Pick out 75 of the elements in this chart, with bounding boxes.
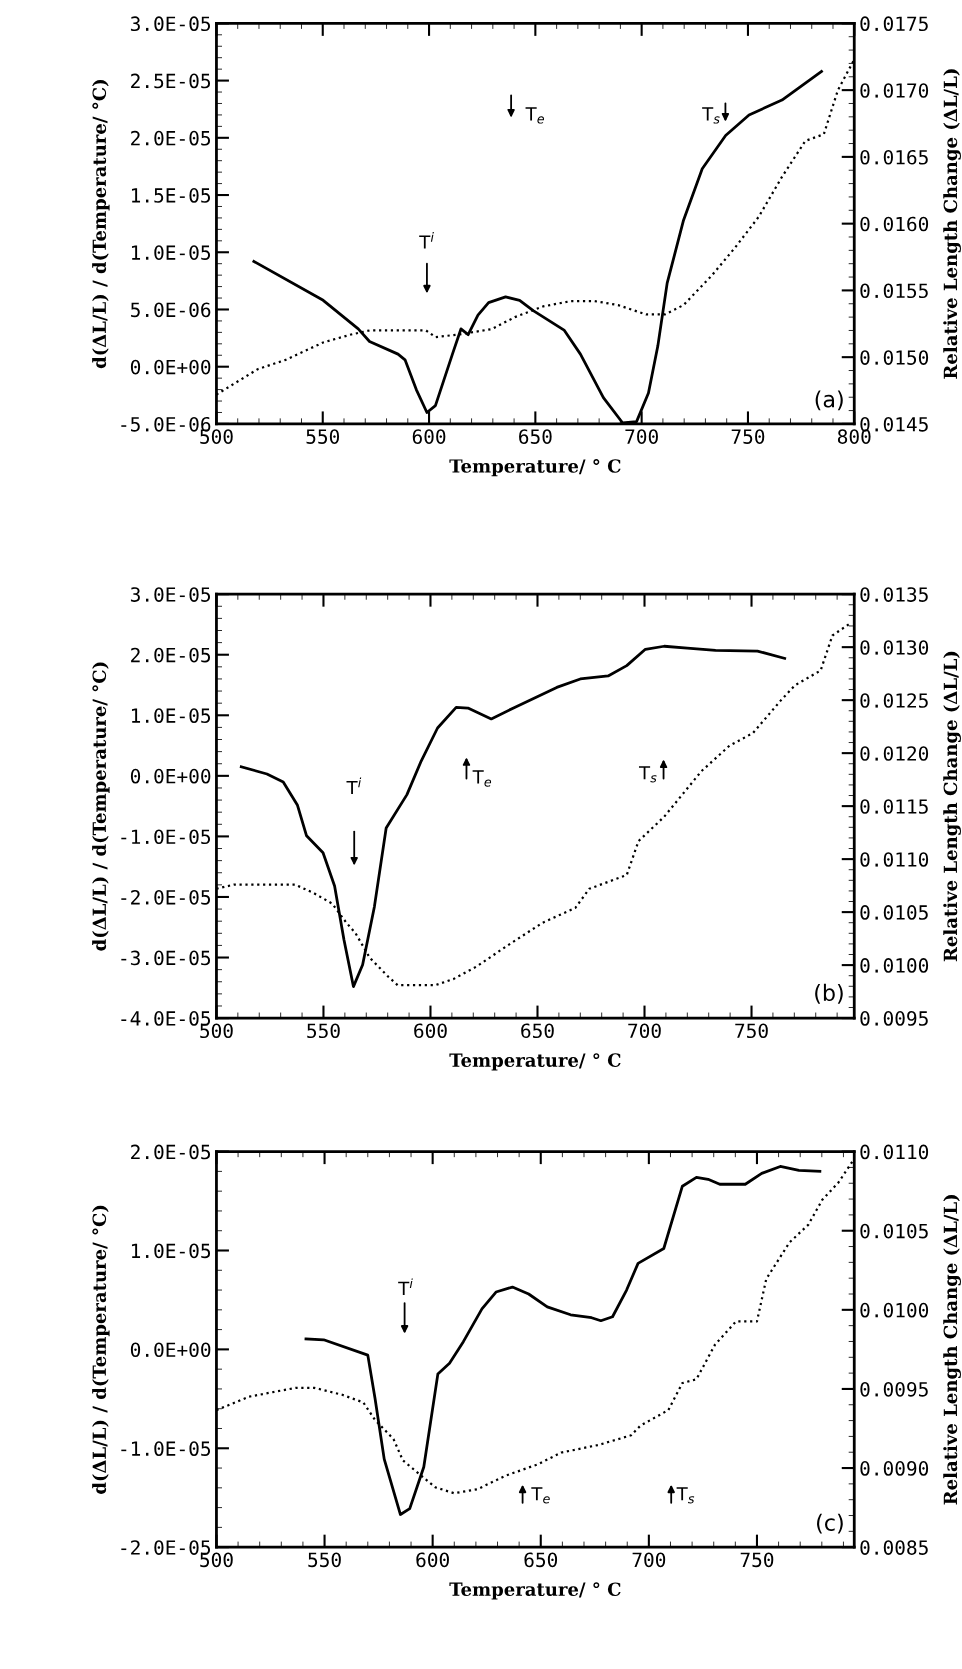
annotation: T$_{s}$ [638, 766, 657, 783]
y2-tick-label: 0.0115 [860, 799, 928, 814]
y2-tick-label: 0.0135 [860, 587, 928, 602]
y-tick-label: 2.5E-05 [131, 73, 211, 89]
x-tick-label: 700 [625, 429, 658, 444]
y2-tick-label: 0.0125 [860, 693, 928, 708]
y-tick-label: 3.0E-05 [130, 587, 211, 602]
y2-tick-label: 0.0095 [860, 1011, 928, 1026]
y2-tick-label: 0.0110 [860, 1144, 929, 1160]
annotation: T$_{e}$ [472, 770, 492, 787]
x-tick-label: 750 [735, 1023, 768, 1039]
annotation: (c) [817, 1513, 843, 1534]
y2-tick-label: 0.0105 [860, 905, 928, 920]
y2-tick-label: 0.0105 [860, 1223, 928, 1239]
y2-tick-label: 0.0120 [860, 746, 929, 761]
x-tick-label: 650 [519, 429, 552, 444]
x-axis-title: Temperature/ ° C [449, 1582, 621, 1600]
y-tick-label: 2.0E-05 [131, 1144, 211, 1160]
y-tick-label: 1.5E-05 [131, 188, 211, 203]
annotation: T$_{e}$ [525, 107, 545, 124]
y-axis-title: d(ΔL/L) / d(Temperature/ °C) [92, 80, 110, 369]
y2-axis-title: Relative Length Change (ΔL/L) [943, 651, 961, 962]
y2-tick-label: 0.0100 [860, 958, 929, 973]
annotation: (a) [815, 390, 843, 411]
y2-tick-label: 0.0160 [860, 216, 929, 232]
y-tick-label: 0.0E+00 [130, 768, 211, 784]
annotation: (b) [815, 983, 843, 1004]
y2-tick-label: 0.0155 [860, 283, 928, 299]
annotation: T$_{s}$ [702, 107, 720, 124]
x-tick-label: 600 [414, 1023, 447, 1039]
y-tick-label: 2.0E-05 [131, 130, 211, 146]
y-tick-label: 0.0E+00 [130, 1342, 211, 1358]
y-tick-label: -3.0E-05 [121, 950, 211, 966]
y2-tick-label: 0.0130 [860, 640, 929, 655]
x-tick-label: 700 [632, 1552, 666, 1568]
y-axis-title: d(ΔL/L) / d(Temperature/ °C) [92, 1205, 110, 1494]
annotation: T$_{e}$ [531, 1487, 550, 1504]
y2-axis-title: Relative Length Change (ΔL/L) [943, 1195, 961, 1505]
y-tick-label: 3.0E-05 [130, 16, 211, 32]
x-tick-label: 650 [524, 1552, 558, 1568]
x-axis-title: Temperature/ ° C [449, 1053, 621, 1071]
x-tick-label: 550 [307, 1023, 340, 1039]
x-tick-label: 700 [628, 1023, 661, 1039]
y2-tick-label: 0.0110 [860, 852, 929, 867]
y-tick-label: 2.0E-05 [131, 647, 211, 663]
y2-tick-label: 0.0175 [860, 16, 928, 32]
y2-tick-label: 0.0095 [860, 1381, 928, 1397]
y2-tick-label: 0.0090 [860, 1461, 929, 1476]
y-tick-label: 1.0E-05 [131, 1243, 211, 1259]
x-tick-label: 550 [306, 429, 340, 444]
y-axis-title: d(ΔL/L) / d(Temperature/ °C) [92, 662, 110, 951]
x-tick-label: 600 [416, 1552, 449, 1568]
y2-tick-label: 0.0100 [860, 1302, 929, 1318]
y-tick-label: 1.0E-05 [131, 245, 211, 260]
y2-tick-label: 0.0085 [860, 1540, 928, 1555]
y2-tick-label: 0.0170 [860, 83, 929, 98]
y-tick-label: 1.0E-05 [131, 708, 211, 723]
annotation: T$^{i}$ [346, 777, 362, 795]
y2-axis-title: Relative Length Change (ΔL/L) [943, 69, 961, 379]
x-tick-label: 600 [412, 429, 446, 444]
y-tick-label: 0.0E+00 [130, 359, 211, 375]
x-tick-label: 750 [731, 429, 765, 444]
y-tick-label: -2.0E-05 [121, 889, 211, 905]
annotation: T$^{i}$ [398, 1278, 413, 1295]
x-tick-label: 650 [521, 1023, 554, 1039]
y-tick-label: -1.0E-05 [121, 1441, 211, 1456]
x-tick-label: 750 [740, 1552, 774, 1568]
y-tick-label: -1.0E-05 [121, 829, 211, 845]
annotation: T$_{s}$ [676, 1487, 695, 1504]
y-tick-label: 5.0E-06 [131, 302, 211, 318]
x-tick-label: 550 [308, 1552, 341, 1568]
x-axis-title: Temperature/ ° C [449, 459, 621, 477]
y2-tick-label: 0.0150 [860, 350, 929, 365]
y2-tick-label: 0.0165 [860, 149, 928, 165]
annotation: T$^{i}$ [419, 232, 434, 249]
